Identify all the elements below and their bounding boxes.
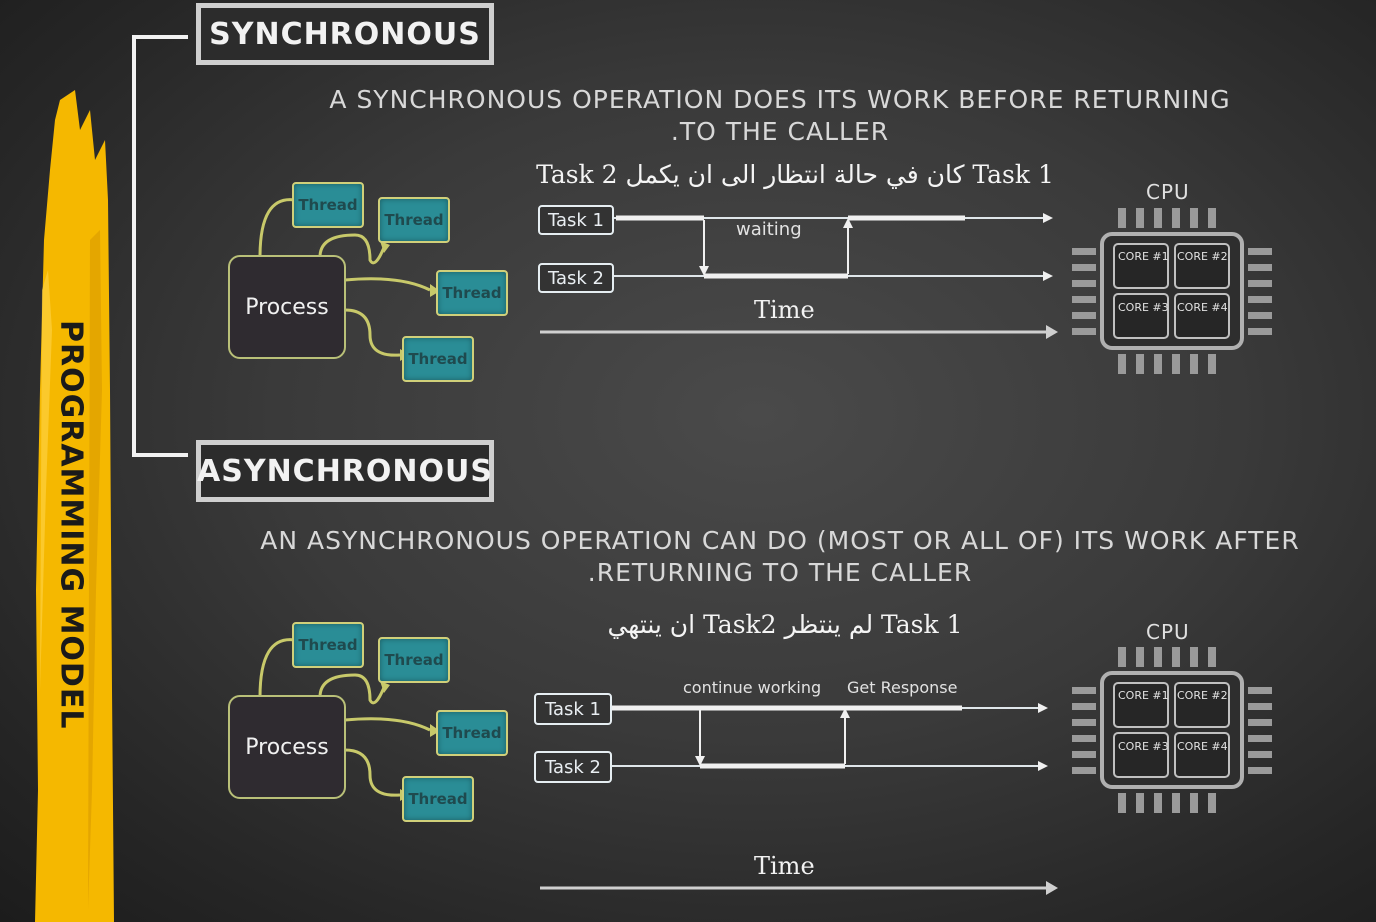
async-description: AN ASYNCHRONOUS OPERATION CAN DO (MOST O… [210, 525, 1350, 589]
async-description-line2: .RETURNING TO THE CALLER [587, 558, 973, 587]
async-task2-box: Task 2 [534, 751, 612, 783]
sync-arabic-caption: Task 1 كان في حالة انتظار الى ان يكمل Ta… [536, 160, 1054, 189]
async-arabic-caption: Task 1 لم ينتظر Task2 ان ينتهي [607, 610, 963, 639]
async-response-label: Get Response [847, 678, 958, 697]
sync-process-box: Process [228, 255, 346, 359]
sync-thread-3: Thread [436, 270, 508, 316]
sync-timeline [540, 213, 1058, 339]
async-task1-box: Task 1 [534, 693, 612, 725]
sync-task1-box: Task 1 [538, 205, 614, 235]
sync-waiting-label: waiting [736, 219, 802, 240]
async-thread-4: Thread [402, 776, 474, 822]
async-description-line1: AN ASYNCHRONOUS OPERATION CAN DO (MOST O… [260, 526, 1300, 555]
side-label: PROGRAMMING MODEL [53, 320, 89, 730]
async-process-box: Process [228, 695, 346, 799]
sync-title: SYNCHRONOUS [196, 3, 494, 65]
async-thread-1: Thread [292, 622, 364, 668]
async-timeline [540, 703, 1058, 895]
sync-task2-box: Task 2 [538, 263, 614, 293]
sync-time-label: Time [754, 296, 815, 324]
async-core-1: CORE #1 [1118, 689, 1169, 702]
async-continue-label: continue working [683, 678, 822, 697]
async-cpu-label: CPU [1146, 620, 1190, 644]
async-cpu-chip [1072, 647, 1272, 813]
sync-process-connectors [258, 194, 440, 361]
sync-core-2: CORE #2 [1177, 250, 1228, 263]
sync-description-line1: A SYNCHRONOUS OPERATION DOES ITS WORK BE… [329, 85, 1231, 114]
async-title: ASYNCHRONOUS [196, 440, 494, 502]
sync-core-4: CORE #4 [1177, 301, 1228, 314]
sync-description: A SYNCHRONOUS OPERATION DOES ITS WORK BE… [210, 84, 1350, 148]
async-thread-3: Thread [436, 710, 508, 756]
async-core-4: CORE #4 [1177, 740, 1228, 753]
sync-thread-2: Thread [378, 197, 450, 243]
async-thread-2: Thread [378, 637, 450, 683]
sync-core-1: CORE #1 [1118, 250, 1169, 263]
sync-thread-1: Thread [292, 182, 364, 228]
async-time-label: Time [754, 852, 815, 880]
sync-cpu-label: CPU [1146, 180, 1190, 204]
yellow-brush-stroke [35, 90, 114, 922]
sync-thread-4: Thread [402, 336, 474, 382]
sync-description-line2: .TO THE CALLER [670, 117, 890, 146]
section-bracket [132, 35, 188, 457]
async-core-2: CORE #2 [1177, 689, 1228, 702]
async-core-3: CORE #3 [1118, 740, 1169, 753]
sync-core-3: CORE #3 [1118, 301, 1169, 314]
sync-cpu-chip [1072, 208, 1272, 374]
